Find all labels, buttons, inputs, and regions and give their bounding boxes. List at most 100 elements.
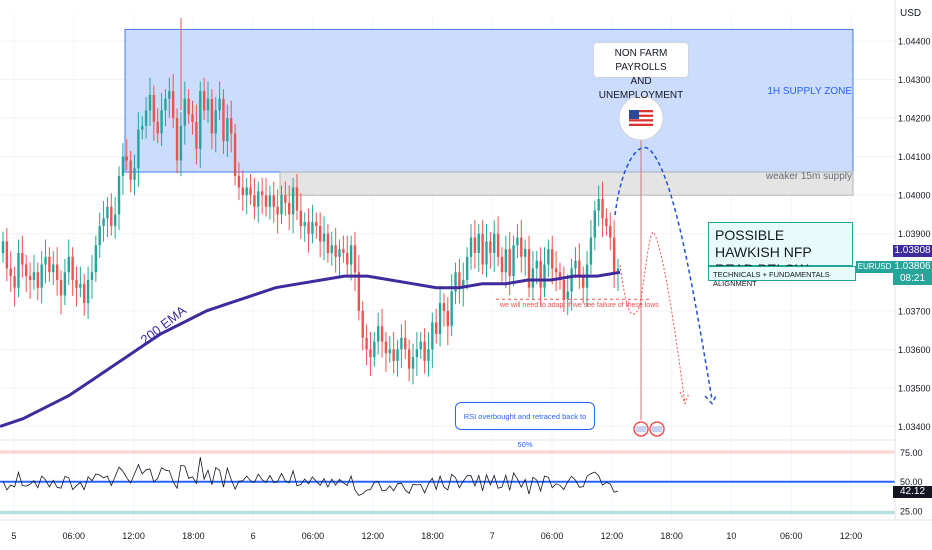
supply-zone-15m[interactable]: [279, 171, 854, 196]
candle: [346, 235, 349, 278]
hawkish-callout[interactable]: POSSIBLE HAWKISH NFP READ BELOW: [708, 222, 853, 277]
rsi-callout[interactable]: RSI overbought and retraced back to 50%: [455, 402, 595, 449]
candle: [40, 251, 43, 304]
candle: [423, 328, 426, 374]
candle: [32, 254, 36, 290]
rsi-axis[interactable]: 75.00 50.00 25.00: [900, 448, 923, 516]
event-flag-icons[interactable]: [633, 421, 665, 437]
candle: [276, 189, 279, 234]
rsi-value-tag: 42.12: [893, 486, 932, 498]
candle: [83, 274, 86, 316]
candle: [489, 231, 492, 269]
candle: [191, 100, 194, 135]
candle: [36, 262, 40, 301]
candle: [527, 235, 531, 298]
candle: [210, 89, 214, 150]
candle: [543, 247, 546, 298]
candle: [125, 139, 128, 171]
candle: [75, 266, 78, 307]
candle: [121, 143, 125, 195]
candle: [465, 247, 469, 290]
candle: [554, 251, 558, 292]
candle: [5, 227, 9, 282]
supply-zone-label: 1H SUPPLY ZONE: [767, 86, 852, 97]
candle: [601, 181, 604, 238]
candle: [218, 81, 221, 120]
time-tick-label: 18:00: [421, 531, 444, 541]
candle: [315, 212, 318, 239]
candle: [415, 332, 419, 376]
time-axis[interactable]: 5 06:00 12:00 18:00 6 06:00 12:00 18:00 7 06:00 12…: [11, 531, 862, 541]
candle: [214, 96, 217, 153]
candle: [175, 108, 179, 174]
candle: [404, 320, 407, 359]
time-tick-label: 06:00: [541, 531, 564, 541]
candle: [338, 239, 341, 276]
candle: [373, 332, 376, 367]
candle: [299, 193, 303, 239]
candle: [253, 177, 256, 220]
candle: [245, 177, 248, 215]
projection-path-blue[interactable]: [614, 146, 718, 405]
ema-200-line[interactable]: [0, 270, 621, 428]
candle: [303, 212, 306, 242]
candles: [1, 73, 620, 385]
candle: [392, 332, 395, 374]
candle: [206, 81, 210, 124]
hawkish-line-1: POSSIBLE HAWKISH NFP: [715, 227, 812, 260]
time-tick-label: 7: [490, 531, 495, 541]
candle: [496, 216, 500, 267]
candle: [411, 343, 415, 385]
candle: [419, 332, 422, 359]
candle: [431, 312, 434, 369]
candle: [508, 231, 511, 295]
price-tick-label: 1.04400: [898, 36, 931, 46]
candle: [342, 235, 345, 263]
candle: [523, 239, 527, 276]
candle: [280, 185, 283, 225]
candle: [113, 197, 117, 239]
candle: [520, 220, 523, 273]
price-tick-label: 1.03500: [898, 383, 931, 393]
candle: [137, 112, 140, 188]
candle: [106, 197, 109, 238]
candle: [226, 104, 229, 158]
candle: [388, 335, 391, 363]
candle: [500, 247, 504, 285]
nfp-callout[interactable]: NON FARM PAYROLLS AND UNEMPLOYMENT: [593, 42, 689, 101]
candle: [435, 308, 438, 344]
candle: [199, 81, 202, 168]
candle: [156, 108, 159, 144]
alignment-callout[interactable]: TECHNICALS + FUNDAMENTALS ALIGNMENT: [708, 266, 856, 288]
price-tick-label: 1.03600: [898, 345, 931, 355]
price-tick-label: 1.03700: [898, 306, 931, 316]
candle: [71, 247, 74, 296]
candle: [9, 251, 12, 292]
candle: [605, 208, 608, 236]
candle: [322, 216, 326, 261]
projection-path-red[interactable]: [619, 231, 690, 405]
candle: [59, 270, 63, 315]
candle: [141, 116, 144, 140]
candle: [516, 224, 519, 258]
adapt-note: we will need to adapt if we see failure …: [499, 302, 659, 309]
price-axis[interactable]: 1.04400 1.04300 1.04200 1.04100 1.04000 1.039…: [898, 36, 931, 431]
price-tick-label: 1.03400: [898, 422, 931, 432]
candle: [86, 266, 90, 319]
candle: [396, 339, 399, 377]
supply-zone-1h[interactable]: [124, 28, 854, 173]
rsi-overbought-band: [0, 450, 895, 454]
candle: [574, 247, 577, 279]
time-tick-label: 5: [11, 531, 16, 541]
candle: [512, 235, 515, 286]
candle: [202, 77, 206, 120]
price-tick-label: 1.04200: [898, 114, 931, 124]
time-tick-label: 12:00: [840, 531, 863, 541]
rsi-line: [2, 457, 619, 496]
candle: [400, 324, 403, 369]
candle: [291, 177, 295, 234]
candle: [179, 112, 183, 177]
candle: [427, 332, 430, 377]
candle: [288, 185, 291, 231]
